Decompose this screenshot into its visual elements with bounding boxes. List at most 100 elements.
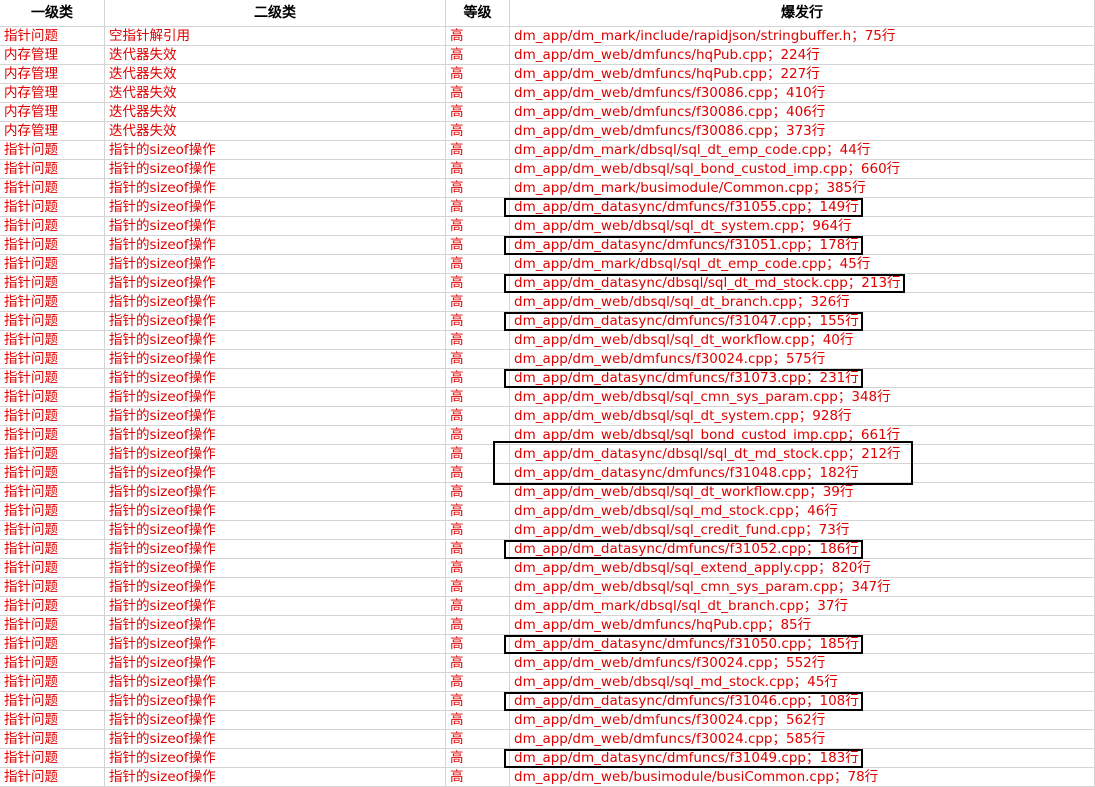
cell-category[interactable]: 指针问题 [0,559,105,578]
cell-location[interactable]: dm_app/dm_web/dbsql/sql_bond_custod_imp.… [510,160,1095,179]
cell-location[interactable]: dm_app/dm_datasync/dbsql/sql_dt_md_stock… [510,274,1095,293]
cell-level[interactable]: 高 [446,730,510,749]
cell-subcategory[interactable]: 迭代器失效 [105,46,446,65]
cell-subcategory[interactable]: 指针的sizeof操作 [105,578,446,597]
cell-category[interactable]: 指针问题 [0,369,105,388]
cell-category[interactable]: 指针问题 [0,217,105,236]
cell-subcategory[interactable]: 空指针解引用 [105,27,446,46]
cell-location[interactable]: dm_app/dm_mark/include/rapidjson/stringb… [510,27,1095,46]
cell-location[interactable]: dm_app/dm_web/dmfuncs/f30024.cpp；562行 [510,711,1095,730]
cell-category[interactable]: 内存管理 [0,84,105,103]
cell-subcategory[interactable]: 指针的sizeof操作 [105,388,446,407]
cell-level[interactable]: 高 [446,654,510,673]
cell-subcategory[interactable]: 迭代器失效 [105,122,446,141]
cell-category[interactable]: 指针问题 [0,198,105,217]
cell-category[interactable]: 指针问题 [0,464,105,483]
cell-level[interactable]: 高 [446,749,510,768]
cell-category[interactable]: 指针问题 [0,502,105,521]
cell-category[interactable]: 指针问题 [0,141,105,160]
cell-category[interactable]: 指针问题 [0,426,105,445]
cell-subcategory[interactable]: 指针的sizeof操作 [105,407,446,426]
cell-subcategory[interactable]: 指针的sizeof操作 [105,616,446,635]
cell-location[interactable]: dm_app/dm_web/dbsql/sql_dt_system.cpp；92… [510,407,1095,426]
cell-subcategory[interactable]: 指针的sizeof操作 [105,540,446,559]
cell-location[interactable]: dm_app/dm_web/dbsql/sql_bond_custod_imp.… [510,426,1095,445]
cell-location[interactable]: dm_app/dm_web/dbsql/sql_credit_fund.cpp；… [510,521,1095,540]
cell-subcategory[interactable]: 指针的sizeof操作 [105,483,446,502]
cell-category[interactable]: 内存管理 [0,65,105,84]
cell-subcategory[interactable]: 指针的sizeof操作 [105,331,446,350]
cell-category[interactable]: 指针问题 [0,654,105,673]
cell-level[interactable]: 高 [446,388,510,407]
cell-level[interactable]: 高 [446,711,510,730]
header-cell-category[interactable]: 一级类 [0,0,105,27]
cell-subcategory[interactable]: 指针的sizeof操作 [105,160,446,179]
cell-location[interactable]: dm_app/dm_datasync/dmfuncs/f31049.cpp；18… [510,749,1095,768]
cell-level[interactable]: 高 [446,312,510,331]
cell-level[interactable]: 高 [446,426,510,445]
cell-subcategory[interactable]: 指针的sizeof操作 [105,464,446,483]
cell-subcategory[interactable]: 指针的sizeof操作 [105,521,446,540]
cell-level[interactable]: 高 [446,464,510,483]
cell-category[interactable]: 指针问题 [0,179,105,198]
cell-location[interactable]: dm_app/dm_datasync/dbsql/sql_dt_md_stock… [510,445,1095,464]
cell-subcategory[interactable]: 指针的sizeof操作 [105,654,446,673]
cell-subcategory[interactable]: 指针的sizeof操作 [105,350,446,369]
cell-location[interactable]: dm_app/dm_web/dmfuncs/hqPub.cpp；227行 [510,65,1095,84]
header-cell-location[interactable]: 爆发行 [510,0,1095,27]
header-cell-level[interactable]: 等级 [446,0,510,27]
cell-category[interactable]: 指针问题 [0,27,105,46]
cell-category[interactable]: 指针问题 [0,445,105,464]
cell-level[interactable]: 高 [446,122,510,141]
cell-level[interactable]: 高 [446,407,510,426]
cell-level[interactable]: 高 [446,768,510,787]
cell-location[interactable]: dm_app/dm_web/busimodule/busiCommon.cpp；… [510,768,1095,787]
cell-location[interactable]: dm_app/dm_web/dbsql/sql_dt_branch.cpp；32… [510,293,1095,312]
cell-level[interactable]: 高 [446,673,510,692]
cell-category[interactable]: 指针问题 [0,692,105,711]
cell-location[interactable]: dm_app/dm_web/dmfuncs/f30086.cpp；406行 [510,103,1095,122]
cell-level[interactable]: 高 [446,540,510,559]
cell-location[interactable]: dm_app/dm_web/dbsql/sql_dt_system.cpp；96… [510,217,1095,236]
cell-subcategory[interactable]: 指针的sizeof操作 [105,692,446,711]
cell-subcategory[interactable]: 指针的sizeof操作 [105,730,446,749]
cell-location[interactable]: dm_app/dm_web/dmfuncs/f30024.cpp；585行 [510,730,1095,749]
cell-location[interactable]: dm_app/dm_web/dbsql/sql_dt_workflow.cpp；… [510,483,1095,502]
cell-location[interactable]: dm_app/dm_datasync/dmfuncs/f31055.cpp；14… [510,198,1095,217]
cell-subcategory[interactable]: 指针的sizeof操作 [105,445,446,464]
cell-location[interactable]: dm_app/dm_datasync/dmfuncs/f31073.cpp；23… [510,369,1095,388]
cell-category[interactable]: 指针问题 [0,255,105,274]
cell-subcategory[interactable]: 指针的sizeof操作 [105,426,446,445]
cell-subcategory[interactable]: 指针的sizeof操作 [105,673,446,692]
cell-location[interactable]: dm_app/dm_mark/busimodule/Common.cpp；385… [510,179,1095,198]
cell-category[interactable]: 指针问题 [0,388,105,407]
cell-category[interactable]: 指针问题 [0,711,105,730]
cell-subcategory[interactable]: 指针的sizeof操作 [105,293,446,312]
cell-location[interactable]: dm_app/dm_web/dmfuncs/f30024.cpp；575行 [510,350,1095,369]
cell-level[interactable]: 高 [446,692,510,711]
cell-level[interactable]: 高 [446,483,510,502]
cell-category[interactable]: 指针问题 [0,749,105,768]
cell-category[interactable]: 指针问题 [0,407,105,426]
cell-level[interactable]: 高 [446,103,510,122]
cell-category[interactable]: 指针问题 [0,521,105,540]
cell-level[interactable]: 高 [446,160,510,179]
cell-location[interactable]: dm_app/dm_mark/dbsql/sql_dt_branch.cpp；3… [510,597,1095,616]
cell-level[interactable]: 高 [446,331,510,350]
cell-category[interactable]: 指针问题 [0,236,105,255]
cell-level[interactable]: 高 [446,141,510,160]
cell-location[interactable]: dm_app/dm_datasync/dmfuncs/f31047.cpp；15… [510,312,1095,331]
cell-level[interactable]: 高 [446,217,510,236]
cell-subcategory[interactable]: 指针的sizeof操作 [105,369,446,388]
cell-level[interactable]: 高 [446,198,510,217]
cell-level[interactable]: 高 [446,236,510,255]
cell-location[interactable]: dm_app/dm_web/dbsql/sql_cmn_sys_param.cp… [510,388,1095,407]
cell-subcategory[interactable]: 指针的sizeof操作 [105,236,446,255]
cell-category[interactable]: 指针问题 [0,597,105,616]
cell-category[interactable]: 内存管理 [0,46,105,65]
cell-location[interactable]: dm_app/dm_web/dmfuncs/f30086.cpp；373行 [510,122,1095,141]
cell-subcategory[interactable]: 指针的sizeof操作 [105,312,446,331]
cell-subcategory[interactable]: 指针的sizeof操作 [105,749,446,768]
cell-category[interactable]: 指针问题 [0,673,105,692]
cell-subcategory[interactable]: 指针的sizeof操作 [105,502,446,521]
